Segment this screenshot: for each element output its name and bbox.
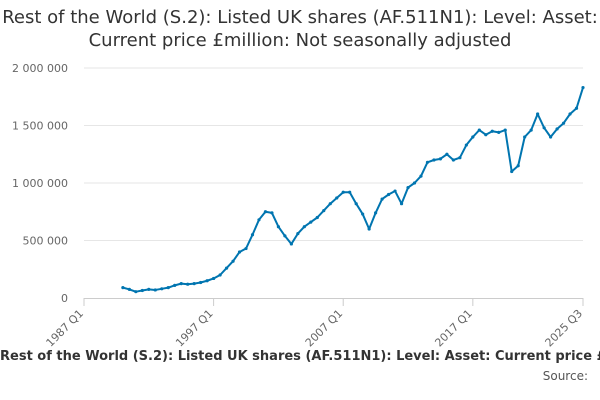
data-point[interactable] — [348, 190, 352, 194]
data-point[interactable] — [179, 282, 183, 286]
data-point[interactable] — [516, 164, 520, 168]
data-point[interactable] — [367, 227, 371, 231]
data-point[interactable] — [386, 192, 391, 197]
data-point[interactable] — [471, 135, 475, 139]
data-point[interactable] — [309, 220, 313, 224]
data-point[interactable] — [354, 202, 358, 206]
data-point[interactable] — [464, 143, 468, 147]
data-point[interactable] — [218, 273, 222, 277]
y-axis-tick-labels: 0 500 000 1 000 000 1 500 000 2 000 000 — [12, 62, 68, 305]
data-point[interactable] — [127, 287, 131, 291]
data-point[interactable] — [510, 169, 514, 174]
data-point[interactable] — [121, 286, 125, 290]
data-point[interactable] — [406, 186, 410, 190]
data-point[interactable] — [568, 112, 572, 116]
data-point[interactable] — [529, 128, 533, 132]
data-point[interactable] — [542, 126, 546, 130]
y-tick-label: 2 000 000 — [12, 62, 68, 75]
data-point[interactable] — [160, 287, 164, 291]
x-axis: 1987 Q1 1997 Q1 2007 Q1 2017 Q1 2025 Q3 — [44, 298, 586, 350]
y-gridlines — [84, 67, 583, 241]
series-line — [122, 87, 584, 293]
data-point[interactable] — [289, 242, 293, 246]
x-tick-label: 2025 Q3 — [543, 307, 586, 350]
data-point[interactable] — [484, 133, 488, 137]
data-point[interactable] — [503, 128, 507, 132]
data-point[interactable] — [283, 234, 287, 238]
data-point[interactable] — [490, 129, 494, 133]
data-point[interactable] — [212, 276, 216, 281]
y-tick-label: 1 000 000 — [12, 177, 68, 190]
data-point[interactable] — [536, 112, 540, 116]
data-point[interactable] — [250, 233, 255, 237]
data-point[interactable] — [328, 202, 332, 206]
source-label: Source: — [542, 369, 588, 383]
data-point[interactable] — [412, 181, 417, 185]
data-point[interactable] — [224, 266, 229, 270]
data-point[interactable] — [445, 152, 449, 156]
data-point[interactable] — [140, 288, 144, 293]
y-tick-label: 0 — [61, 292, 68, 305]
data-point[interactable] — [205, 279, 209, 283]
data-point[interactable] — [237, 250, 242, 254]
data-point[interactable] — [199, 280, 203, 285]
data-point[interactable] — [322, 209, 326, 213]
data-point[interactable] — [302, 225, 306, 229]
x-tick-label: 1987 Q1 — [44, 307, 87, 350]
data-point[interactable] — [380, 197, 384, 201]
data-point[interactable] — [296, 232, 300, 236]
x-tick-label: 1997 Q1 — [173, 307, 216, 350]
data-point[interactable] — [361, 212, 365, 216]
y-tick-label: 1 500 000 — [12, 120, 68, 133]
data-point[interactable] — [432, 158, 436, 162]
data-point[interactable] — [315, 215, 319, 220]
data-point[interactable] — [458, 156, 462, 160]
data-point[interactable] — [451, 158, 455, 162]
data-point[interactable] — [153, 288, 157, 292]
data-point[interactable] — [192, 282, 196, 286]
data-point[interactable] — [147, 287, 151, 291]
data-point[interactable] — [231, 259, 235, 263]
series-group — [121, 85, 585, 294]
data-point[interactable] — [263, 210, 268, 214]
data-point[interactable] — [399, 202, 404, 206]
data-point[interactable] — [574, 106, 579, 110]
data-point[interactable] — [497, 130, 501, 134]
data-point[interactable] — [549, 135, 553, 139]
data-point[interactable] — [523, 135, 527, 139]
data-point[interactable] — [276, 225, 281, 229]
data-point[interactable] — [244, 246, 248, 251]
data-point[interactable] — [166, 286, 170, 290]
x-tick-label: 2007 Q1 — [303, 307, 346, 350]
data-point[interactable] — [419, 174, 423, 178]
data-point[interactable] — [173, 283, 177, 287]
data-point[interactable] — [374, 211, 378, 215]
data-point[interactable] — [477, 128, 481, 132]
data-point[interactable] — [134, 290, 138, 294]
data-point[interactable] — [425, 160, 430, 164]
data-point[interactable] — [393, 189, 397, 193]
data-point[interactable] — [341, 190, 345, 194]
data-point[interactable] — [335, 196, 339, 200]
legend: Rest of the World (S.2): Listed UK share… — [0, 349, 600, 367]
legend-series-label: Rest of the World (S.2): Listed UK share… — [0, 349, 600, 364]
data-point[interactable] — [555, 127, 559, 131]
data-point[interactable] — [257, 218, 261, 222]
data-point[interactable] — [186, 282, 190, 286]
data-point[interactable] — [438, 157, 443, 161]
x-tick-label: 2017 Q1 — [432, 307, 475, 350]
chart-title: Rest of the World (S.2): Listed UK share… — [2, 7, 598, 51]
data-point[interactable] — [270, 211, 274, 215]
data-point[interactable] — [581, 85, 585, 90]
y-tick-label: 500 000 — [23, 235, 69, 248]
data-point[interactable] — [561, 121, 566, 125]
